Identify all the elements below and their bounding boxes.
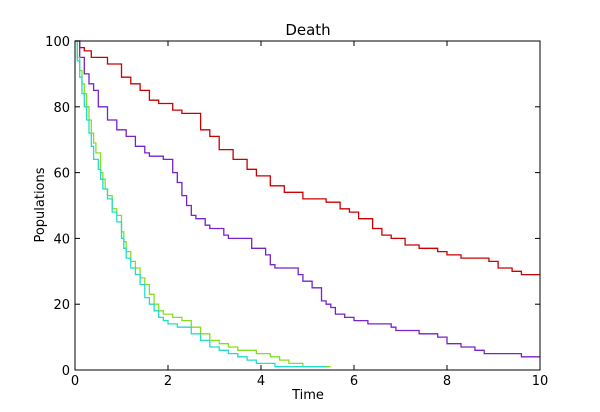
series-line-4: [75, 40, 327, 368]
x-tick-label: 4: [257, 374, 265, 389]
series-layer: [75, 40, 540, 368]
x-tick-label: 6: [350, 374, 358, 389]
y-tick-label: 80: [53, 101, 70, 116]
series-line-1: [75, 40, 540, 276]
x-tick-label: 0: [71, 374, 79, 389]
y-tick-label: 60: [53, 167, 70, 182]
y-tick-label: 0: [62, 364, 70, 379]
x-tick-label: 2: [164, 374, 172, 389]
series-line-3: [75, 40, 331, 368]
y-tick-label: 20: [53, 298, 70, 313]
plot-frame: [74, 40, 541, 371]
y-tick-label: 100: [45, 35, 70, 50]
x-axis-label: Time: [291, 388, 324, 403]
x-tick-label: 10: [532, 374, 549, 389]
chart-title: Death: [285, 21, 330, 39]
series-line-2: [75, 40, 540, 358]
y-axis-label: Populations: [33, 167, 48, 242]
x-tick-label: 8: [443, 374, 451, 389]
y-tick-label: 40: [53, 232, 70, 247]
